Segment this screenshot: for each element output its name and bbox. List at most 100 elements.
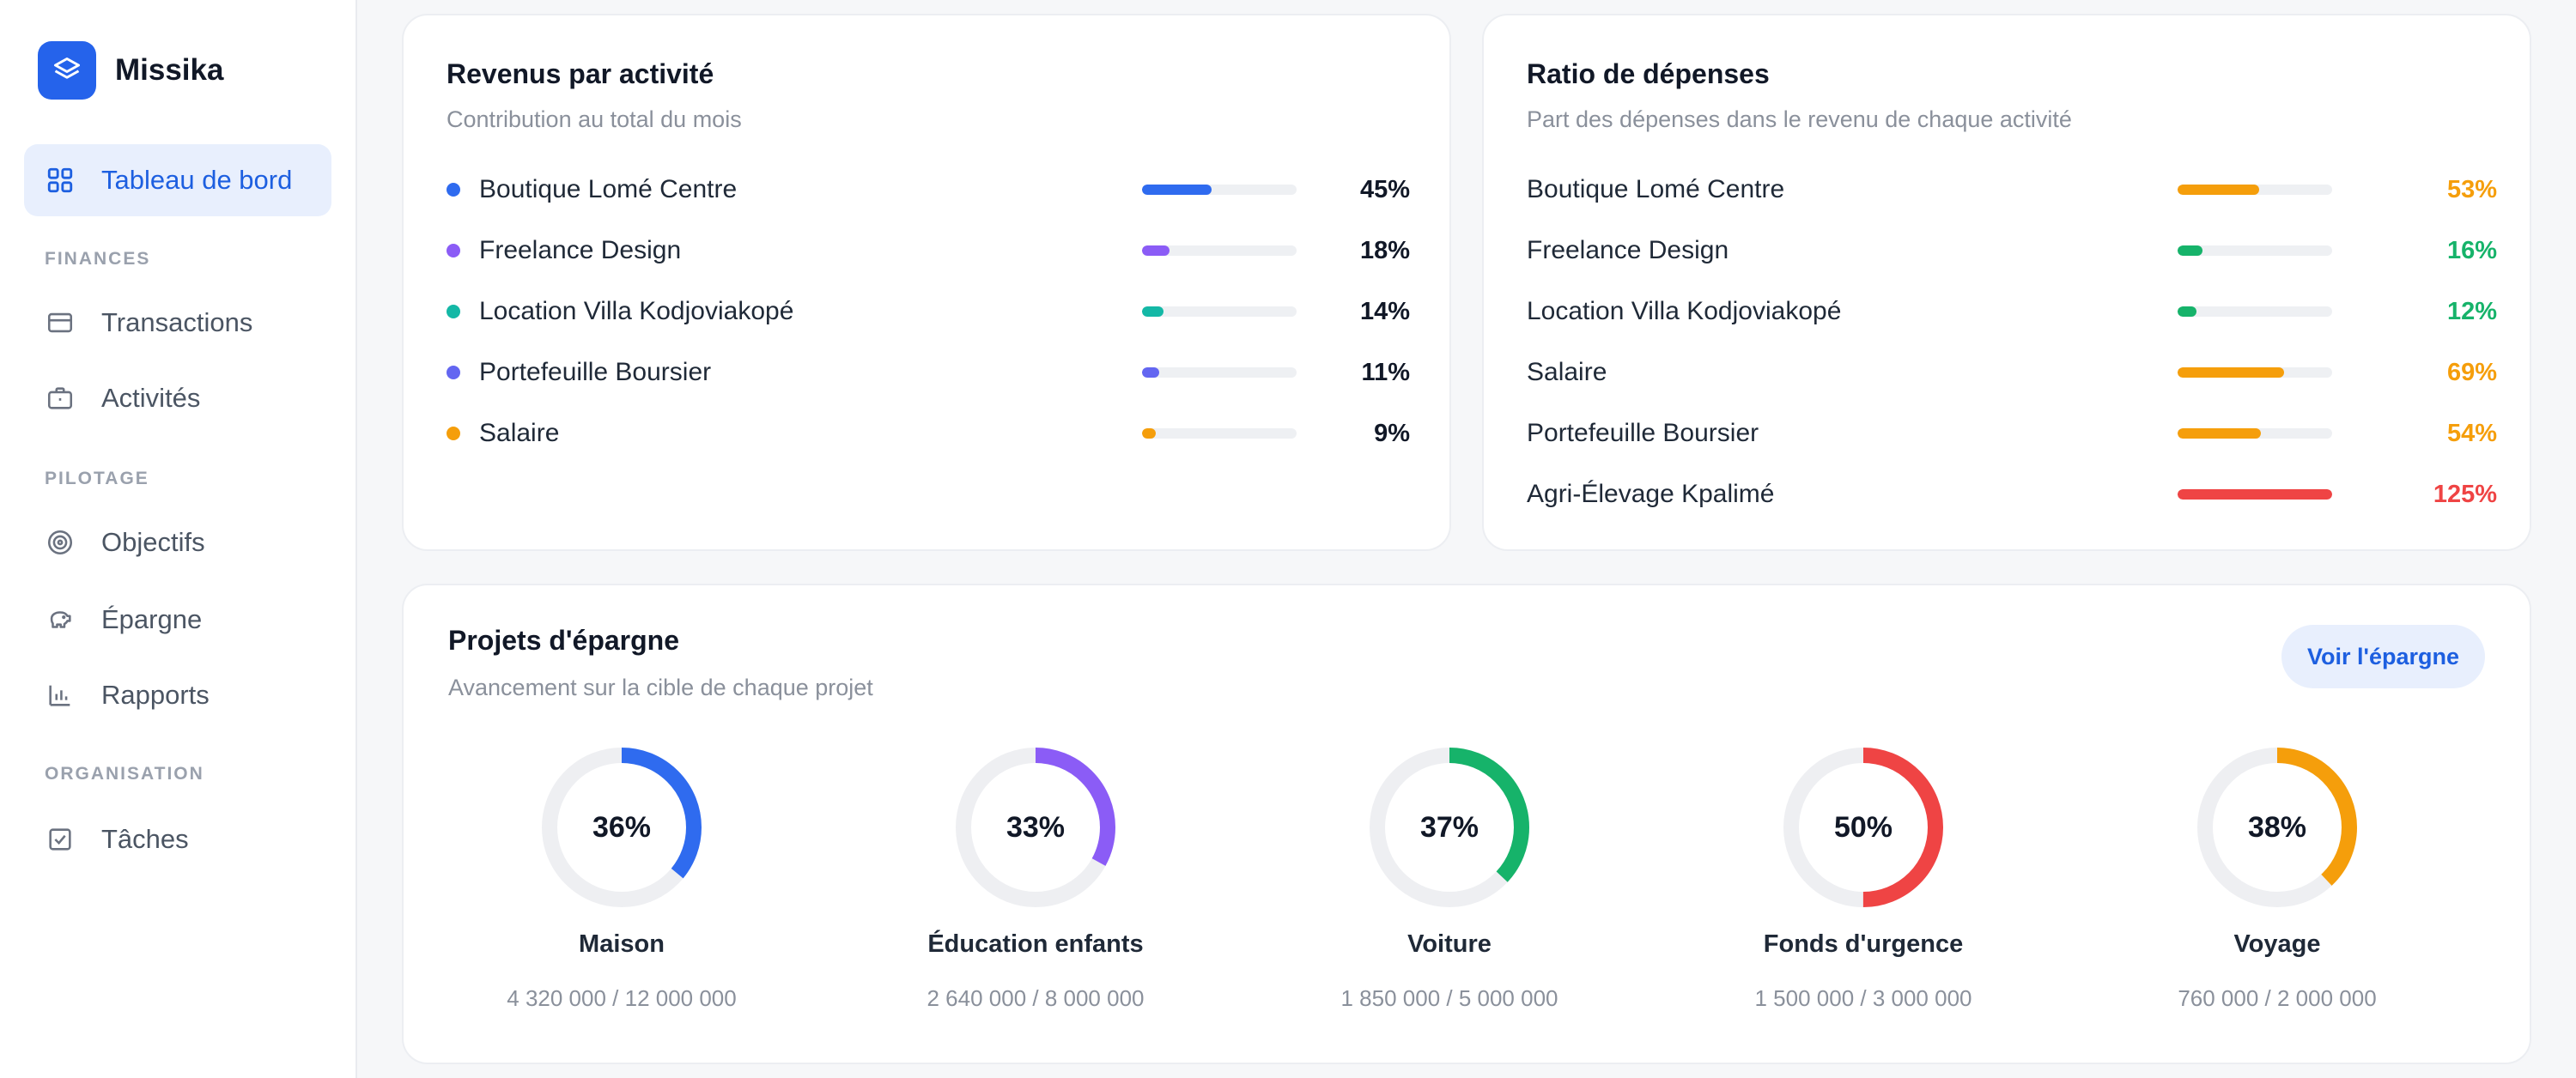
progress-fill [1142, 245, 1170, 256]
sidebar: Missika Tableau de bord FINANCES Transac… [0, 0, 357, 1078]
checkbox-icon [45, 824, 76, 855]
project-name: Voyage [2233, 930, 2321, 958]
card-subtitle: Part des dépenses dans le revenu de chaq… [1527, 106, 2072, 132]
donut-percent: 50% [1833, 810, 1893, 844]
donut-percent: 38% [2247, 810, 2307, 844]
donut-percent: 33% [1005, 810, 1066, 844]
target-icon [45, 527, 76, 558]
progress-donut [1783, 748, 1943, 907]
sidebar-item-taches[interactable]: Tâches [24, 803, 331, 875]
grid-icon [45, 165, 76, 196]
progress-fill [2178, 185, 2260, 195]
progress-donut [542, 748, 702, 907]
sidebar-item-label: Activités [101, 383, 201, 413]
piggy-bank-icon [45, 604, 76, 635]
project-name: Voiture [1407, 930, 1492, 958]
activity-row[interactable]: Salaire 9% [404, 412, 1449, 455]
progress-fill [1142, 428, 1157, 439]
savings-project[interactable]: 33% Éducation enfants 2 640 000 / 8 000 00… [847, 742, 1224, 1033]
progress-donut [2197, 748, 2357, 907]
percent-value: 11% [1361, 358, 1410, 386]
revenus-card: Revenus par activité Contribution au tot… [402, 14, 1451, 551]
sidebar-item-epargne[interactable]: Épargne [24, 584, 331, 656]
donut-percent: 37% [1419, 810, 1479, 844]
card-subtitle: Avancement sur la cible de chaque projet [448, 675, 873, 700]
row-label: Portefeuille Boursier [479, 358, 712, 386]
activity-row[interactable]: Portefeuille Boursier 54% [1484, 412, 2530, 455]
row-label: Boutique Lomé Centre [1527, 175, 1785, 203]
nav-section-organisation: ORGANISATION [45, 764, 204, 784]
progress-fill [2178, 367, 2285, 378]
progress-track [2178, 185, 2332, 195]
depenses-card: Ratio de dépenses Part des dépenses dans… [1482, 14, 2531, 551]
percent-value: 125% [2433, 480, 2497, 508]
donut-progress-arc [1783, 748, 1943, 907]
voir-epargne-button[interactable]: Voir l'épargne [2281, 625, 2485, 688]
project-amount: 2 640 000 / 8 000 000 [927, 985, 1145, 1011]
bar-chart-icon [45, 680, 76, 711]
savings-project[interactable]: 37% Voiture 1 850 000 / 5 000 000 [1261, 742, 1638, 1033]
donut-progress-arc [2197, 748, 2357, 907]
progress-track [1142, 245, 1297, 256]
activity-row[interactable]: Location Villa Kodjoviakopé 12% [1484, 290, 2530, 333]
savings-project[interactable]: 38% Voyage 760 000 / 2 000 000 [2088, 742, 2466, 1033]
activity-row[interactable]: Boutique Lomé Centre 53% [1484, 168, 2530, 211]
activity-row[interactable]: Freelance Design 16% [1484, 229, 2530, 272]
activity-row[interactable]: Location Villa Kodjoviakopé 14% [404, 290, 1449, 333]
briefcase-icon [45, 383, 76, 414]
progress-track [2178, 245, 2332, 256]
progress-track [2178, 367, 2332, 378]
progress-track [1142, 428, 1297, 439]
progress-fill [1142, 185, 1212, 195]
layers-icon [38, 41, 96, 100]
project-amount: 760 000 / 2 000 000 [2178, 985, 2377, 1011]
sidebar-item-label: Épargne [101, 604, 203, 634]
row-label: Location Villa Kodjoviakopé [479, 297, 794, 325]
color-dot [447, 366, 460, 379]
progress-donut [956, 748, 1115, 907]
sidebar-item-label: Tableau de bord [101, 165, 293, 195]
progress-fill [2178, 489, 2332, 500]
row-label: Salaire [1527, 358, 1607, 386]
sidebar-item-label: Tâches [101, 824, 189, 854]
progress-track [2178, 489, 2332, 500]
sidebar-item-transactions[interactable]: Transactions [24, 287, 331, 359]
donut-progress-arc [956, 748, 1115, 907]
row-label: Location Villa Kodjoviakopé [1527, 297, 1842, 325]
activity-row[interactable]: Portefeuille Boursier 11% [404, 351, 1449, 394]
activity-row[interactable]: Salaire 69% [1484, 351, 2530, 394]
percent-value: 12% [2446, 297, 2497, 325]
project-name: Maison [579, 930, 665, 958]
progress-track [2178, 428, 2332, 439]
row-label: Salaire [479, 419, 560, 447]
row-label: Freelance Design [1527, 236, 1729, 264]
progress-fill [2178, 428, 2262, 439]
sidebar-item-activites[interactable]: Activités [24, 362, 331, 434]
card-subtitle: Contribution au total du mois [447, 106, 742, 132]
progress-fill [1142, 306, 1164, 317]
project-name: Fonds d'urgence [1763, 930, 1964, 958]
sidebar-item-objectifs[interactable]: Objectifs [24, 506, 331, 578]
brand-name: Missika [115, 53, 224, 87]
percent-value: 9% [1374, 419, 1410, 447]
credit-card-icon [45, 307, 76, 338]
activity-row[interactable]: Boutique Lomé Centre 45% [404, 168, 1449, 211]
progress-track [2178, 306, 2332, 317]
row-label: Boutique Lomé Centre [479, 175, 738, 203]
color-dot [447, 305, 460, 318]
epargne-card: Projets d'épargne Avancement sur la cibl… [402, 584, 2531, 1064]
sidebar-item-dashboard[interactable]: Tableau de bord [24, 144, 331, 216]
activity-row[interactable]: Freelance Design 18% [404, 229, 1449, 272]
row-label: Freelance Design [479, 236, 682, 264]
card-title: Revenus par activité [447, 58, 714, 89]
activity-row[interactable]: Agri-Élevage Kpalimé 125% [1484, 473, 2530, 516]
savings-project[interactable]: 50% Fonds d'urgence 1 500 000 / 3 000 000 [1674, 742, 2052, 1033]
color-dot [447, 427, 460, 440]
progress-track [1142, 306, 1297, 317]
color-dot [447, 183, 460, 197]
sidebar-item-rapports[interactable]: Rapports [24, 659, 331, 731]
sidebar-item-label: Transactions [101, 307, 253, 337]
progress-track [1142, 367, 1297, 378]
savings-project[interactable]: 36% Maison 4 320 000 / 12 000 000 [433, 742, 811, 1033]
brand[interactable]: Missika [38, 41, 223, 100]
